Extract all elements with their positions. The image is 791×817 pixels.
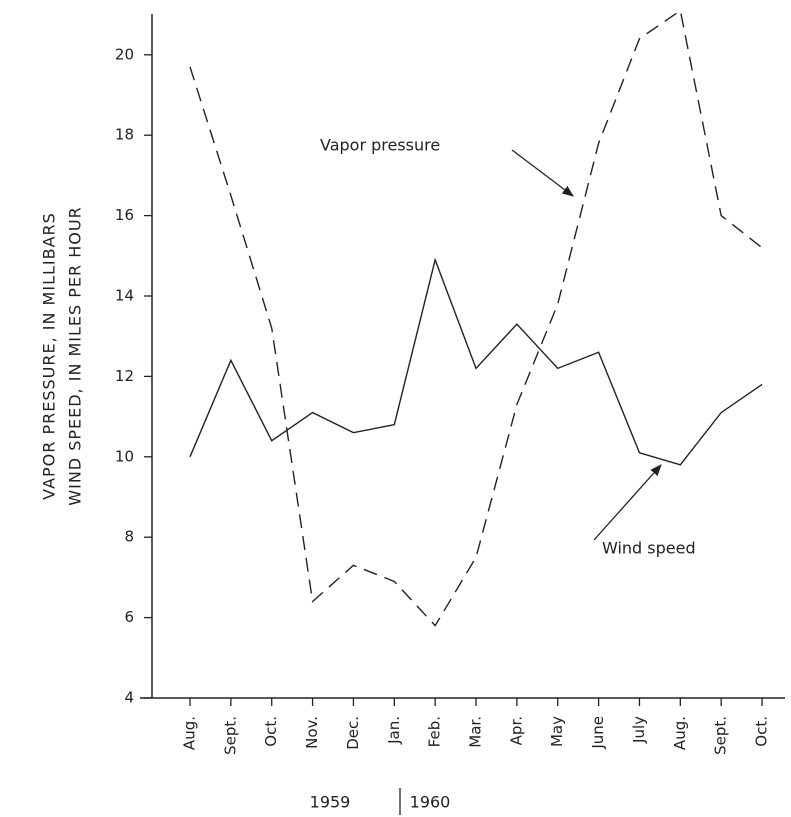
x-tick-label: May xyxy=(548,716,566,747)
y-tick-label: 12 xyxy=(115,367,134,385)
y-tick-label: 8 xyxy=(124,528,134,546)
y-tick-label: 10 xyxy=(115,447,134,465)
data-line xyxy=(189,9,763,627)
year-label: 1959 xyxy=(310,793,351,812)
y-tick-label: 20 xyxy=(115,45,134,63)
data-line xyxy=(189,257,763,466)
annotation-arrow xyxy=(511,149,574,197)
x-tick-label: July xyxy=(630,716,648,744)
x-tick-label: Mar. xyxy=(467,716,485,748)
y-tick-label: 18 xyxy=(115,126,134,144)
annotation: Vapor pressure xyxy=(320,136,440,155)
annotation-arrow xyxy=(593,464,662,541)
x-tick-label: Sept. xyxy=(221,716,239,755)
y-tick-label: 4 xyxy=(124,689,134,707)
x-tick-label: Jan. xyxy=(385,716,403,745)
y-tick-label: 14 xyxy=(115,287,134,305)
year-label: 1960 xyxy=(410,793,451,812)
x-tick-label: Aug. xyxy=(181,716,199,750)
y-tick-label: 16 xyxy=(115,206,134,224)
y-axis-label: WIND SPEED, IN MILES PER HOUR xyxy=(66,206,85,505)
y-axis-label: VAPOR PRESSURE, IN MILLIBARS xyxy=(40,212,59,500)
x-tick-label: Apr. xyxy=(507,716,525,745)
x-tick-label: Dec. xyxy=(344,716,362,750)
x-tick-label: Oct. xyxy=(262,716,280,747)
x-tick-label: Aug. xyxy=(671,716,689,750)
annotation: Wind speed xyxy=(602,539,696,558)
x-tick-label: Feb. xyxy=(426,716,444,747)
x-tick-label: Oct. xyxy=(753,716,771,747)
x-tick-label: Nov. xyxy=(303,716,321,749)
x-tick-label: June xyxy=(589,716,607,750)
x-tick-label: Sept. xyxy=(712,716,730,755)
y-tick-label: 6 xyxy=(124,608,134,626)
